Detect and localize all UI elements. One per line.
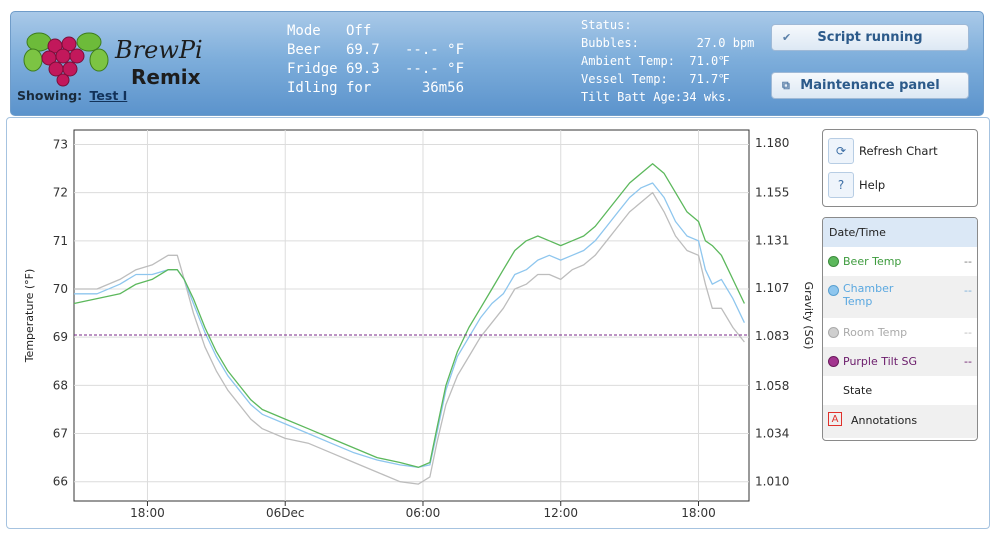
checkmark-icon: ✔	[782, 31, 792, 44]
refresh-chart-label[interactable]: Refresh Chart	[859, 144, 938, 158]
x-tick-label: 18:00	[130, 506, 165, 520]
y-tick-label: 70	[53, 282, 68, 296]
showing-label: Showing:	[17, 88, 83, 103]
logo-text-top: BrewPi	[114, 36, 203, 64]
legend-value: --	[964, 326, 972, 339]
legend-item-room-temp[interactable]: Room Temp --	[823, 318, 977, 347]
vessel-temp-row: Vessel Temp: 71.7℉	[581, 72, 730, 86]
series-line-beer-temp	[73, 163, 745, 468]
showing-indicator: Showing: Test I	[17, 88, 127, 103]
window-icon: ⧉	[782, 78, 790, 92]
y-axis-label: Temperature (°F)	[23, 269, 36, 364]
beer-temp-dot-icon	[828, 256, 839, 267]
maintenance-panel-label: Maintenance panel	[800, 78, 940, 93]
legend-label: Beer Temp	[843, 255, 902, 268]
logo-text-bottom: Remix	[131, 65, 201, 89]
x-tick-label: 06:00	[406, 506, 441, 520]
fridge-row: Fridge 69.3 --.- °F	[287, 61, 465, 77]
x-tick-label: 12:00	[543, 506, 578, 520]
legend-item-annotations[interactable]: A Annotations	[823, 405, 977, 438]
refresh-icon: ⟳	[835, 144, 847, 158]
y2-tick-label: 1.058	[755, 379, 789, 393]
legend-item-purple-tilt-sg[interactable]: Purple Tilt SG --	[823, 347, 977, 376]
legend-datetime-header: Date/Time	[823, 218, 977, 247]
y2-axis-label: Gravity (SG)	[802, 282, 815, 350]
y2-tick-label: 1.034	[755, 427, 789, 441]
series-line-room-temp	[74, 191, 745, 485]
legend-label: Room Temp	[843, 326, 908, 339]
y-tick-label: 68	[53, 378, 68, 392]
legend-value: --	[964, 284, 972, 297]
y2-tick-label: 1.131	[755, 233, 789, 247]
x-tick-label: 06Dec	[266, 506, 305, 520]
y-tick-label: 66	[53, 475, 68, 489]
status-readout: Status: Bubbles: 27.0 bpm Ambient Temp: …	[581, 16, 754, 106]
annotation-icon: A	[828, 412, 842, 426]
legend-label: Annotations	[851, 414, 918, 427]
status-title: Status:	[581, 18, 632, 32]
mode-readout: Mode Off Beer 69.7 --.- °F Fridge 69.3 -…	[287, 22, 464, 98]
legend-label: Chamber Temp	[843, 282, 894, 308]
room-temp-dot-icon	[828, 327, 839, 338]
help-button[interactable]: ?	[828, 172, 854, 198]
bubbles-row: Bubbles: 27.0 bpm	[581, 36, 755, 50]
plot-area	[73, 129, 750, 502]
legend-label: State	[843, 384, 873, 397]
y2-tick-label: 1.107	[755, 281, 789, 295]
script-running-button[interactable]: ✔ Script running	[771, 24, 969, 51]
y-tick-label: 69	[53, 330, 68, 344]
y2-tick-label: 1.083	[755, 329, 789, 343]
y2-tick-label: 1.155	[755, 186, 789, 200]
raspberry-logo-icon: BrewPi Remix	[23, 32, 203, 89]
maintenance-panel-button[interactable]: ⧉ Maintenance panel	[771, 72, 969, 99]
y-tick-label: 72	[53, 186, 68, 200]
script-running-label: Script running	[817, 30, 923, 45]
y-tick-label: 67	[53, 427, 68, 441]
chart-legend: Date/Time Beer Temp -- Chamber Temp -- R…	[822, 217, 978, 441]
y2-tick-label: 1.010	[755, 474, 789, 488]
legend-item-beer-temp[interactable]: Beer Temp --	[823, 247, 977, 276]
brewpi-logo: BrewPi Remix	[19, 20, 219, 92]
legend-item-state[interactable]: State	[823, 376, 977, 405]
beer-row: Beer 69.7 --.- °F	[287, 42, 465, 58]
legend-item-chamber-temp[interactable]: Chamber Temp --	[823, 276, 977, 318]
y-tick-label: 71	[53, 234, 68, 248]
legend-label: Purple Tilt SG	[843, 355, 918, 368]
chamber-temp-dot-icon	[828, 285, 839, 296]
x-tick-label: 18:00	[681, 506, 716, 520]
help-label[interactable]: Help	[859, 178, 886, 192]
chart-controls: ⟳ Refresh Chart ? Help	[822, 129, 978, 207]
header-bar: BrewPi Remix Showing: Test I Mode Off Be…	[10, 11, 984, 116]
tilt-batt-row: Tilt Batt Age:34 wks.	[581, 90, 733, 104]
tilt-sg-dot-icon	[828, 356, 839, 367]
help-icon: ?	[837, 178, 845, 192]
series-line-chamber-temp	[74, 182, 745, 468]
refresh-chart-button[interactable]: ⟳	[828, 138, 854, 164]
legend-value: --	[964, 355, 972, 368]
ambient-temp-row: Ambient Temp: 71.0℉	[581, 54, 730, 68]
y2-tick-label: 1.180	[755, 136, 789, 150]
y-tick-label: 73	[53, 137, 68, 151]
idling-row: Idling for 36m56	[287, 80, 465, 96]
beer-name-link[interactable]: Test I	[89, 88, 128, 103]
mode-row: Mode Off	[287, 23, 372, 39]
legend-value: --	[964, 255, 972, 268]
